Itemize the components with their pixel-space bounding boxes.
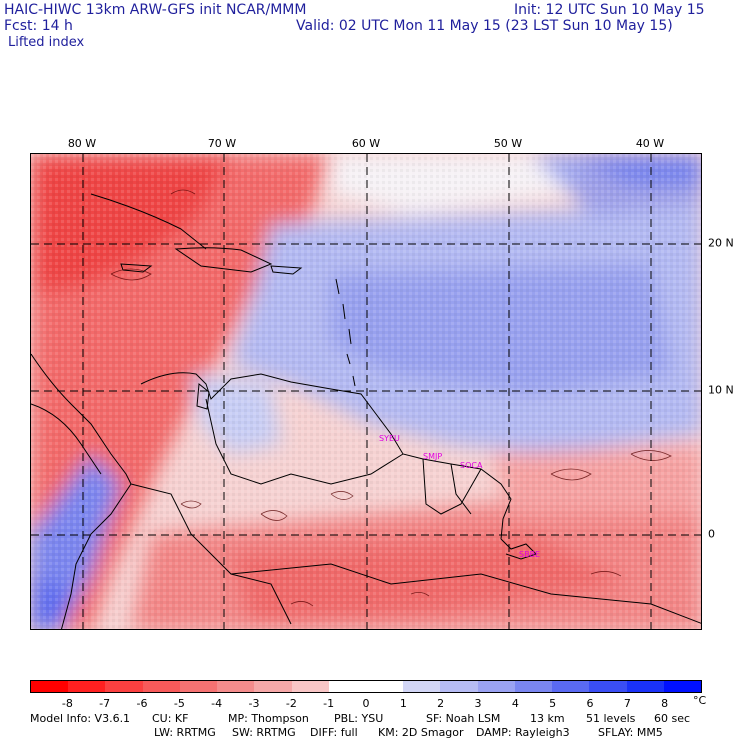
- colorbar-swatch: [254, 681, 292, 692]
- colorbar-tick-label: 1: [399, 697, 407, 710]
- footer-sf: SF: Noah LSM: [426, 712, 501, 725]
- lat-label-0: 0: [708, 527, 715, 541]
- field-name: Lifted index: [8, 35, 85, 50]
- footer-sflay: SFLAY: MM5: [598, 726, 663, 739]
- colorbar-tick-label: 4: [511, 697, 519, 710]
- footer-levels: 51 levels: [586, 712, 636, 725]
- colorbar-tick-label: -4: [211, 697, 223, 710]
- footer-sw: SW: RRTMG: [232, 726, 296, 739]
- colorbar-tick-label: 2: [437, 697, 445, 710]
- colorbar-swatch: [626, 681, 664, 692]
- station-syeu: SYEU: [379, 434, 400, 443]
- colorbar-swatch: [403, 681, 441, 692]
- colorbar-swatch: [105, 681, 143, 692]
- footer-cu: CU: KF: [152, 712, 189, 725]
- station-soca: SOCA: [460, 461, 483, 470]
- colorbar-swatch: [31, 681, 69, 692]
- colorbar-tick-label: 5: [549, 697, 557, 710]
- lon-label-60w: 60 W: [351, 137, 381, 150]
- init-time: Init: 12 UTC Sun 10 May 15: [514, 2, 705, 18]
- colorbar-swatch: [142, 681, 180, 692]
- colorbar-swatch: [217, 681, 255, 692]
- valid-time: Valid: 02 UTC Mon 11 May 15 (23 LST Sun …: [296, 18, 673, 34]
- footer-res: 13 km: [530, 712, 565, 725]
- colorbar-swatch: [514, 681, 553, 692]
- colorbar-swatch: [328, 681, 366, 692]
- colorbar-swatch: [552, 681, 590, 692]
- lon-label-40w: 40 W: [635, 137, 665, 150]
- lat-label-10n: 10 N: [708, 383, 734, 397]
- lon-label-50w: 50 W: [493, 137, 523, 150]
- footer-pbl: PBL: YSU: [334, 712, 384, 725]
- station-smjp: SMJP: [423, 452, 443, 461]
- colorbar-tick-label: 3: [474, 697, 482, 710]
- footer-dt: 60 sec: [654, 712, 691, 725]
- colorbar-tick-label: 6: [586, 697, 594, 710]
- colorbar-tick-label: -1: [323, 697, 335, 710]
- footer-damp: DAMP: Rayleigh3: [476, 726, 570, 739]
- colorbar-tick-label: -7: [99, 697, 111, 710]
- colorbar-swatch: [440, 681, 478, 692]
- colorbar-tick-label: -8: [61, 697, 73, 710]
- colorbar-swatch: [477, 681, 515, 692]
- lon-label-80w: 80 W: [67, 137, 97, 150]
- footer-model-info: Model Info: V3.6.1: [30, 712, 131, 725]
- colorbar-tick-label: -3: [248, 697, 260, 710]
- lon-label-70w: 70 W: [207, 137, 237, 150]
- colorbar-swatch: [68, 681, 106, 692]
- colorbar-tick-label: -2: [285, 697, 297, 710]
- map-field: [31, 154, 701, 629]
- colorbar: [30, 680, 702, 693]
- colorbar-tick-label: 8: [661, 697, 669, 710]
- footer-lw: LW: RRTMG: [154, 726, 216, 739]
- colorbar-swatch: [179, 681, 218, 692]
- colorbar-tick-label: 7: [623, 697, 631, 710]
- colorbar-swatch: [365, 681, 404, 692]
- colorbar-tick-label: -6: [136, 697, 148, 710]
- colorbar-swatch: [291, 681, 329, 692]
- model-title: HAIC-HIWC 13km ARW-GFS init NCAR/MMM: [4, 2, 307, 18]
- footer-mp: MP: Thompson: [228, 712, 309, 725]
- colorbar-tick-label: -5: [173, 697, 185, 710]
- forecast-hour: Fcst: 14 h: [4, 18, 73, 34]
- colorbar-tick-label: 0: [362, 697, 370, 710]
- footer-km: KM: 2D Smagor: [378, 726, 464, 739]
- footer-diff: DIFF: full: [310, 726, 358, 739]
- lifted-index-map: SYEU SMJP SOCA SBBE: [30, 153, 702, 630]
- colorbar-swatch: [663, 681, 701, 692]
- colorbar-swatch: [589, 681, 627, 692]
- station-sbbe: SBBE: [519, 550, 541, 559]
- colorbar-unit: °C: [693, 694, 707, 707]
- lat-label-20n: 20 N: [708, 236, 734, 250]
